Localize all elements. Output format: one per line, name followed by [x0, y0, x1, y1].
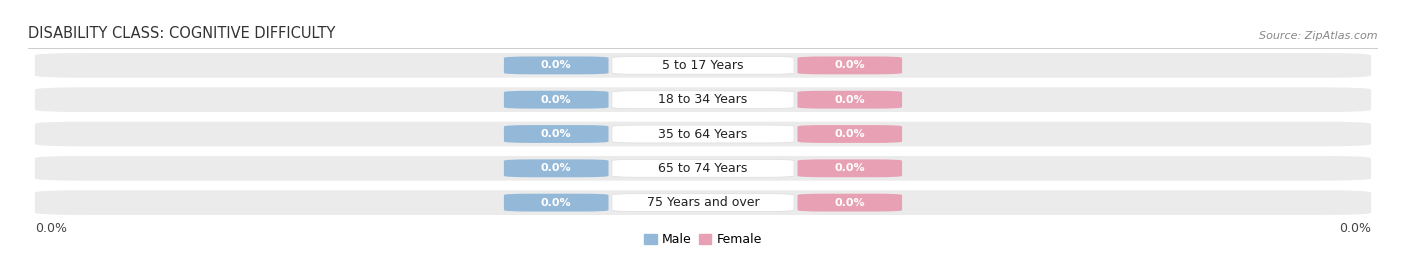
Text: 0.0%: 0.0% — [541, 129, 571, 139]
FancyBboxPatch shape — [503, 57, 609, 74]
Text: 65 to 74 Years: 65 to 74 Years — [658, 162, 748, 175]
FancyBboxPatch shape — [612, 91, 794, 109]
Text: 0.0%: 0.0% — [541, 95, 571, 105]
FancyBboxPatch shape — [503, 159, 609, 177]
Text: 5 to 17 Years: 5 to 17 Years — [662, 59, 744, 72]
Text: 0.0%: 0.0% — [541, 198, 571, 208]
FancyBboxPatch shape — [35, 53, 1371, 78]
FancyBboxPatch shape — [503, 91, 609, 109]
FancyBboxPatch shape — [503, 125, 609, 143]
FancyBboxPatch shape — [797, 194, 903, 211]
Text: 0.0%: 0.0% — [541, 60, 571, 70]
Text: 35 to 64 Years: 35 to 64 Years — [658, 128, 748, 140]
Text: 0.0%: 0.0% — [835, 95, 865, 105]
FancyBboxPatch shape — [797, 57, 903, 74]
FancyBboxPatch shape — [35, 156, 1371, 181]
FancyBboxPatch shape — [797, 159, 903, 177]
FancyBboxPatch shape — [797, 125, 903, 143]
FancyBboxPatch shape — [612, 125, 794, 143]
Legend: Male, Female: Male, Female — [640, 228, 766, 251]
Text: 0.0%: 0.0% — [541, 163, 571, 173]
FancyBboxPatch shape — [612, 57, 794, 74]
Text: Source: ZipAtlas.com: Source: ZipAtlas.com — [1260, 31, 1378, 41]
Text: 75 Years and over: 75 Years and over — [647, 196, 759, 209]
Text: 0.0%: 0.0% — [35, 222, 67, 235]
Text: 0.0%: 0.0% — [835, 163, 865, 173]
FancyBboxPatch shape — [612, 194, 794, 211]
Text: 18 to 34 Years: 18 to 34 Years — [658, 93, 748, 106]
FancyBboxPatch shape — [797, 91, 903, 109]
FancyBboxPatch shape — [503, 194, 609, 211]
Text: DISABILITY CLASS: COGNITIVE DIFFICULTY: DISABILITY CLASS: COGNITIVE DIFFICULTY — [28, 26, 336, 41]
FancyBboxPatch shape — [35, 190, 1371, 215]
Text: 0.0%: 0.0% — [1339, 222, 1371, 235]
Text: 0.0%: 0.0% — [835, 60, 865, 70]
FancyBboxPatch shape — [612, 159, 794, 177]
Text: 0.0%: 0.0% — [835, 198, 865, 208]
Text: 0.0%: 0.0% — [835, 129, 865, 139]
FancyBboxPatch shape — [35, 87, 1371, 112]
FancyBboxPatch shape — [35, 122, 1371, 146]
